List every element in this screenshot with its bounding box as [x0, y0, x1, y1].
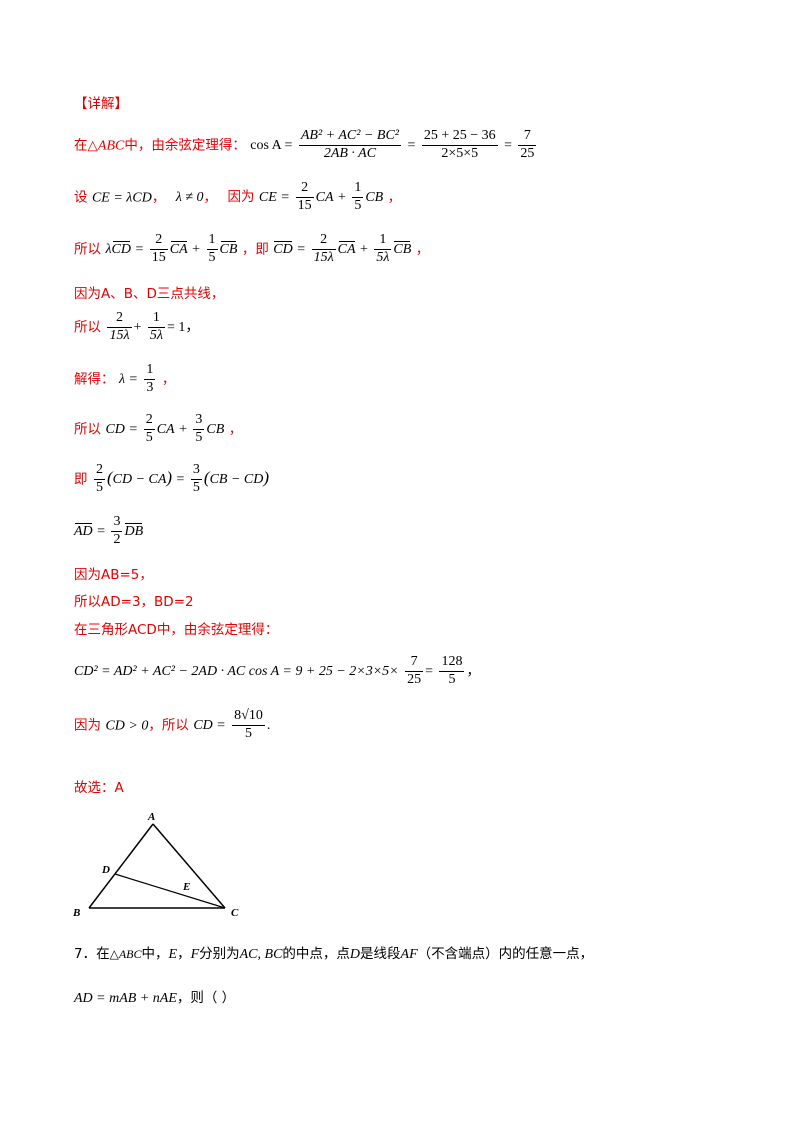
- segment-cd: [114, 873, 226, 909]
- line-set-ce: 设 CE = λCD， λ ≠ 0， 因为 CE = 2 15 CA + 1 5 CB …: [74, 180, 402, 213]
- label-a: A: [147, 811, 155, 823]
- line-triangle-acd: 在三角形ACD中，由余弦定理得：: [74, 622, 279, 638]
- line-cd-result: 因为 CD > 0，所以 CD = 8√10 5.: [74, 708, 271, 741]
- line-ie: 即 2 5 (CD − CA) = 3 5 (CB − CD): [74, 462, 270, 495]
- solution-heading: 【详解】: [74, 96, 128, 112]
- label-e: E: [182, 881, 190, 893]
- label-b: B: [72, 907, 80, 918]
- label-d: D: [101, 864, 110, 876]
- fraction-cos-values: 25 + 25 − 36 2×5×5: [421, 128, 498, 161]
- line-ab5: 因为AB=5，: [74, 567, 153, 583]
- label-c: C: [231, 907, 239, 918]
- question-7-line2: AD = mAB + nAE，则（ ）: [74, 990, 236, 1006]
- line-ad-bd: 所以AD=3，BD=2: [74, 594, 194, 610]
- question-7-line1: 7．在△ABC中，E，F分别为AC, BC的中点，点D是线段AF（不含端点）内的…: [74, 946, 594, 962]
- side-ac: [152, 823, 226, 909]
- line-so-sum: 所以 2 15λ + 1 5λ = 1，: [74, 310, 200, 343]
- line-answer: 故选：A: [74, 780, 124, 796]
- fraction-cos-formula: AB² + AC² − BC² 2AB · AC: [298, 128, 401, 161]
- line-cosine-rule: 在△ABC中，由余弦定理得： cos A = AB² + AC² − BC² 2A…: [74, 128, 537, 161]
- side-ab: [88, 823, 154, 909]
- line-cd-squared: CD² = AD² + AC² − 2AD · AC cos A = 9 + 2…: [74, 654, 480, 687]
- line-so-cd: 所以 CD = 2 5 CA + 3 5 CB ，: [74, 412, 243, 445]
- fraction-cos-result: 7 25: [518, 128, 537, 161]
- triangle-figure: A B C D E: [72, 811, 239, 918]
- line-collinear: 因为A、B、D三点共线，: [74, 286, 225, 302]
- line-so-lambda-cd: 所以 λCD = 2 15 CA + 1 5 CB ，即 CD = 2 15λ CA + 1…: [74, 232, 430, 265]
- line-ad-db: AD = 3 2 DB: [74, 514, 144, 547]
